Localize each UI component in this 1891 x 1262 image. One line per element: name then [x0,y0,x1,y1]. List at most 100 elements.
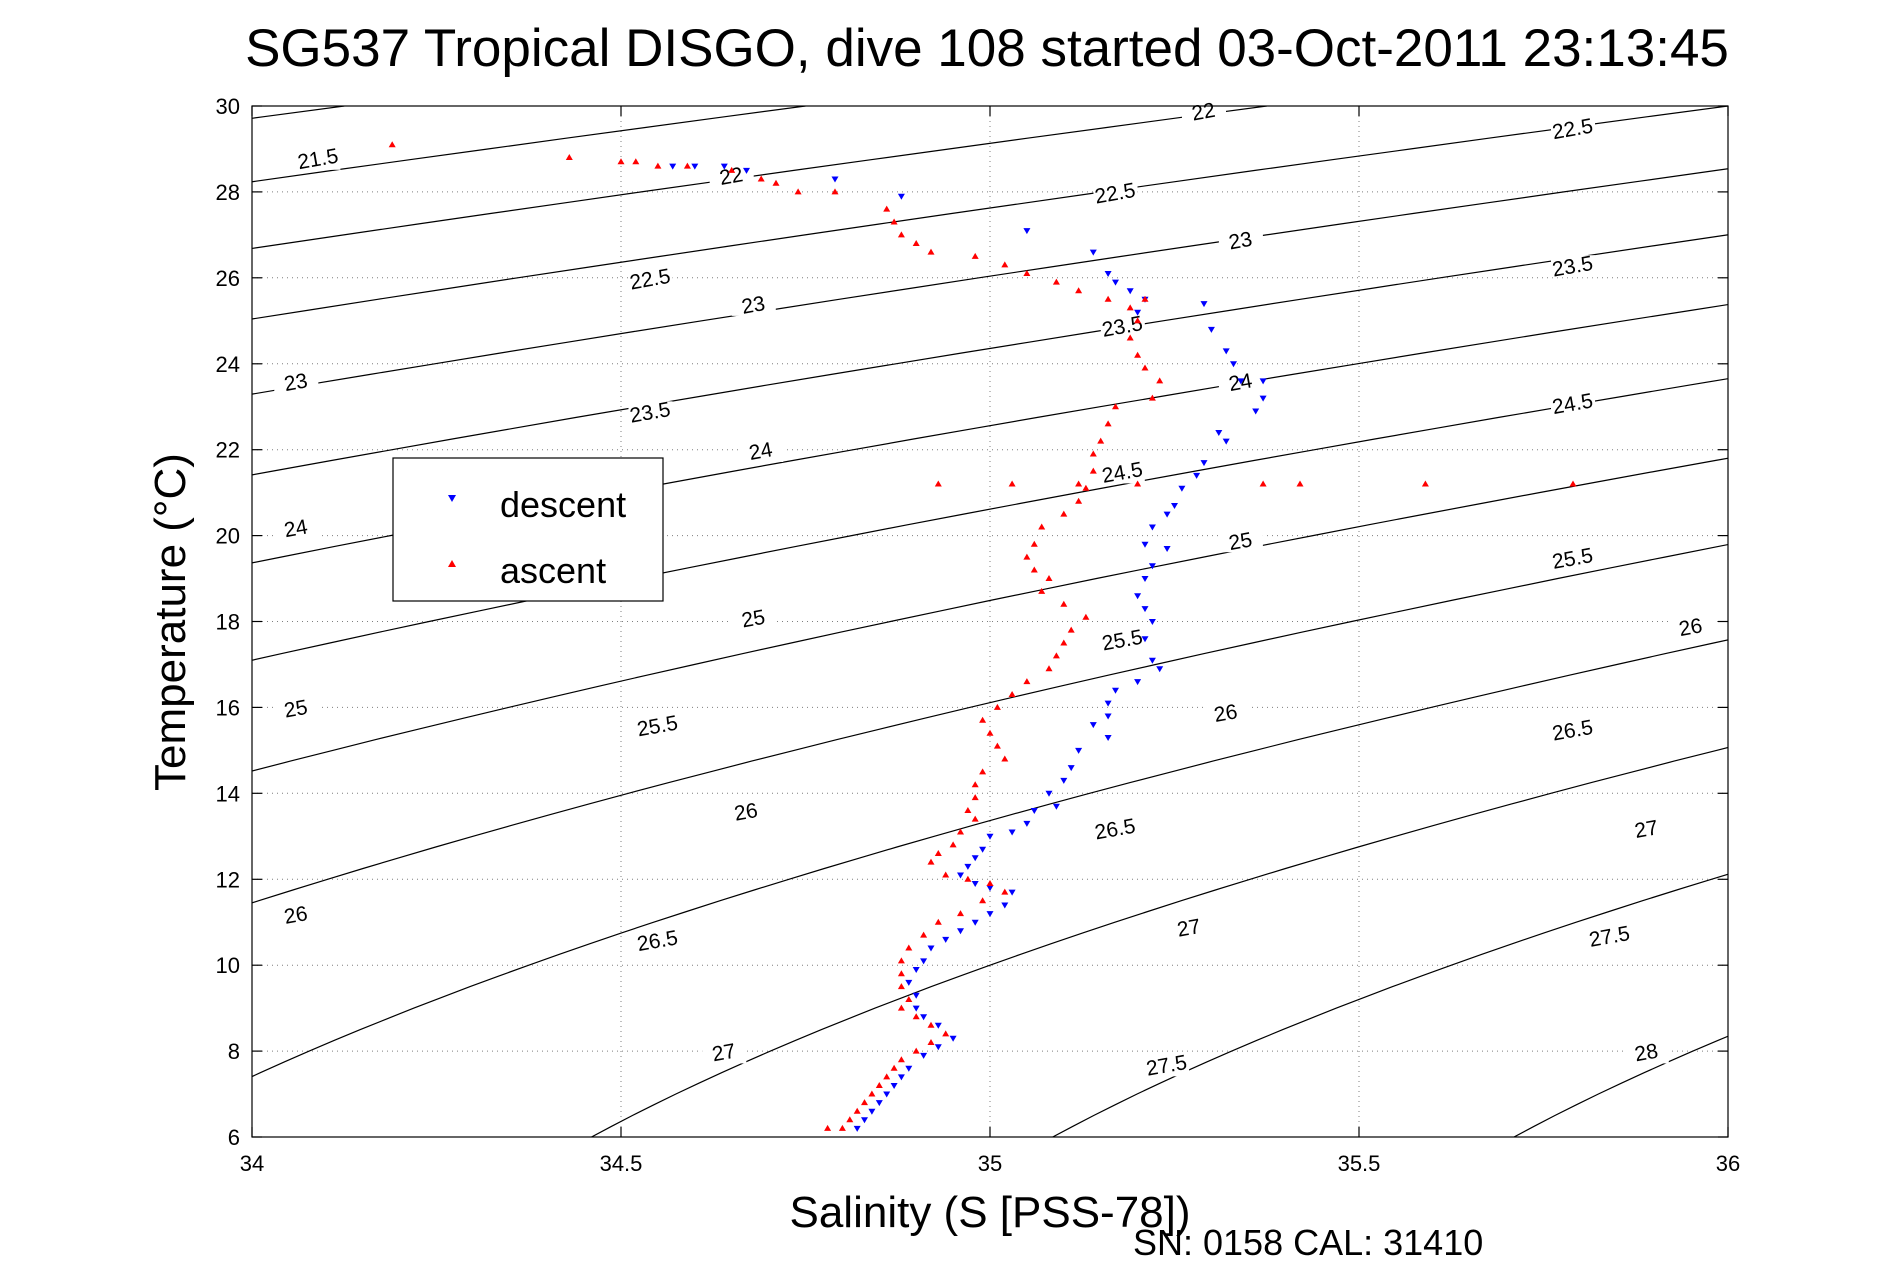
descent-point [934,1044,942,1051]
ascent-point [883,205,891,212]
y-tick-label: 18 [216,610,240,635]
ascent-point [1134,351,1142,358]
isopycnal-label-bg [1551,719,1595,742]
x-tick-label: 36 [1716,1151,1740,1176]
ascent-point [388,141,396,148]
descent-point [720,163,728,170]
descent-point [1134,679,1142,686]
ascent-point [683,162,691,169]
ascent-point [912,1047,920,1054]
y-tick-label: 22 [216,438,240,463]
isopycnal-label-bg [628,401,673,424]
descent-point [1200,301,1208,308]
ascent-point [757,175,765,182]
isopycnal-label: 25 [1227,528,1254,555]
ascent-point [1126,304,1134,311]
isopycnal-line [252,378,1728,661]
ascent-point [890,1064,898,1071]
descent-point [1171,503,1178,509]
isopycnal-label-bg [1100,629,1145,651]
descent-point [1148,524,1156,531]
isopycnal-label: 23 [1227,228,1254,255]
ascent-point [897,970,905,977]
isopycnal-label-bg [731,293,776,316]
isopycnal-label-bg [724,800,769,823]
ascent-point [1060,510,1068,517]
ascent-point [1421,480,1429,487]
ascent-point [1089,467,1097,474]
ascent-point [1001,755,1009,762]
isopycnal-label-bg [1218,530,1263,553]
isopycnal-label-bg [709,165,754,187]
ascent-point [565,154,573,160]
ascent-point [1097,437,1105,444]
descent-point [1141,636,1149,643]
ascent-point [897,983,905,990]
ascent-point [1134,480,1142,487]
isopycnal-label-bg [1204,702,1249,724]
descent-point [957,928,964,935]
ascent-point [875,1082,883,1088]
ascent-point [1126,334,1134,341]
descent-point [1141,606,1149,613]
footer-serial-cal: SN: 0158 CAL: 31410 [1133,1222,1483,1262]
descent-point [920,1014,928,1021]
ascent-point [1001,261,1009,268]
descent-point [1104,735,1112,741]
descent-point [1023,228,1031,235]
ascent-point [934,480,942,487]
ascent-point [883,1073,891,1080]
ascent-point [890,218,898,225]
isopycnal-label: 25 [282,696,309,723]
isopycnal-label: 23 [282,369,309,396]
ascent-point [964,875,972,882]
ascent-point [1075,497,1083,504]
ascent-point [905,944,913,951]
descent-point [1207,326,1215,333]
ascent-point [617,158,625,165]
ascent-point [1023,553,1031,560]
descent-point [861,1117,868,1124]
y-tick-label: 8 [228,1039,240,1064]
ascent-point [920,931,928,938]
ascent-point [927,1039,935,1045]
isopycnal-label: 26 [1677,614,1704,641]
ascent-point [853,1107,861,1114]
isopycnal-label-bg [1100,315,1145,338]
descent-point [868,1108,876,1115]
ascent-point [1156,377,1164,384]
descent-point [905,979,913,986]
descent-point [1163,511,1171,518]
isopycnal-label: 27 [1633,816,1660,843]
descent-point [1252,408,1260,415]
ascent-point [934,918,942,925]
ascent-point [1060,639,1068,646]
descent-point [1023,820,1031,827]
y-tick-label: 26 [216,266,240,291]
legend: descent ascent [392,457,664,602]
descent-point [1148,563,1156,570]
isopycnal-line [252,106,1728,320]
ascent-point [632,158,640,165]
descent-point [897,193,905,200]
y-tick-label: 10 [216,953,240,978]
isopycnal-label-bg [296,147,341,170]
isopycnal-label: 28 [1633,1040,1660,1067]
x-tick-label: 34.5 [600,1151,643,1176]
y-axis-label: Temperature (°C) [146,453,195,791]
descent-point [1230,361,1237,368]
ascent-point [861,1099,868,1106]
descent-point [1104,700,1112,707]
descent-point [1222,438,1230,445]
descent-point [1134,593,1142,600]
ascent-point [971,781,979,788]
ascent-point [979,897,987,904]
descent-point [920,1052,928,1059]
isopycnal-label-bg [1167,916,1212,939]
descent-point [1148,619,1156,625]
isopycnal-label: 27 [710,1040,737,1067]
descent-point [1067,765,1075,772]
ascent-point [1082,613,1090,620]
descent-point [1259,395,1267,402]
ascent-point [1052,652,1060,659]
